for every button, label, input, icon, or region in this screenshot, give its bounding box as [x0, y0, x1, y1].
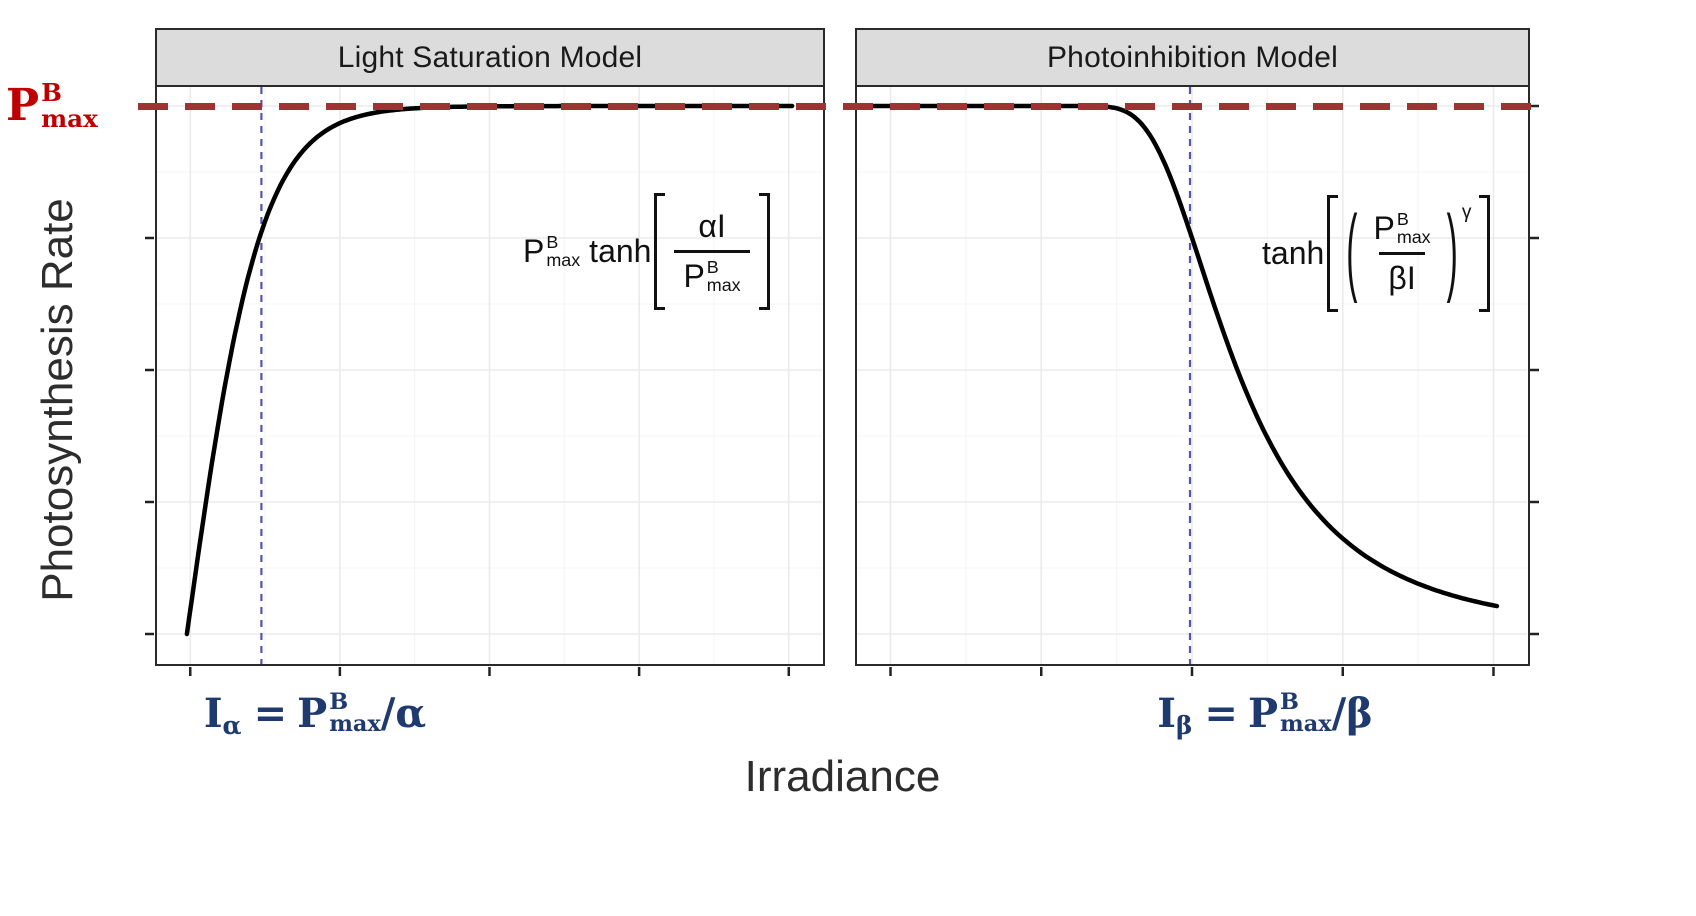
y-axis-title: Photosynthesis Rate: [33, 198, 82, 602]
right-bracket-icon: [1479, 195, 1491, 312]
curve-plot-right: [857, 87, 1539, 676]
panel-body-left: [145, 87, 823, 676]
left-bracket-icon: [1327, 195, 1339, 312]
panel-light-saturation: Light Saturation Model: [145, 28, 825, 676]
tanh-function: tanh: [589, 233, 652, 269]
panel-photoinhibition: Photoinhibition Model: [855, 28, 1539, 676]
pmax-base: P: [6, 80, 40, 131]
panel-body-right: [857, 87, 1539, 676]
fraction-denominator: βI: [1379, 252, 1425, 299]
facet-strip-photoinhibition: Photoinhibition Model: [857, 30, 1528, 87]
curve-plot-left: [145, 87, 822, 676]
right-paren-icon: ): [1446, 198, 1458, 306]
x-axis-title: Irradiance: [744, 752, 941, 801]
facet-strip-light-saturation: Light Saturation Model: [157, 30, 823, 87]
left-bracket-icon: [654, 193, 666, 310]
gamma-exponent: γ: [1461, 202, 1472, 223]
fraction-numerator: αI: [698, 208, 726, 244]
right-bracket-icon: [758, 193, 770, 310]
tanh-function: tanh: [1262, 235, 1325, 271]
left-paren-icon: (: [1346, 198, 1358, 306]
